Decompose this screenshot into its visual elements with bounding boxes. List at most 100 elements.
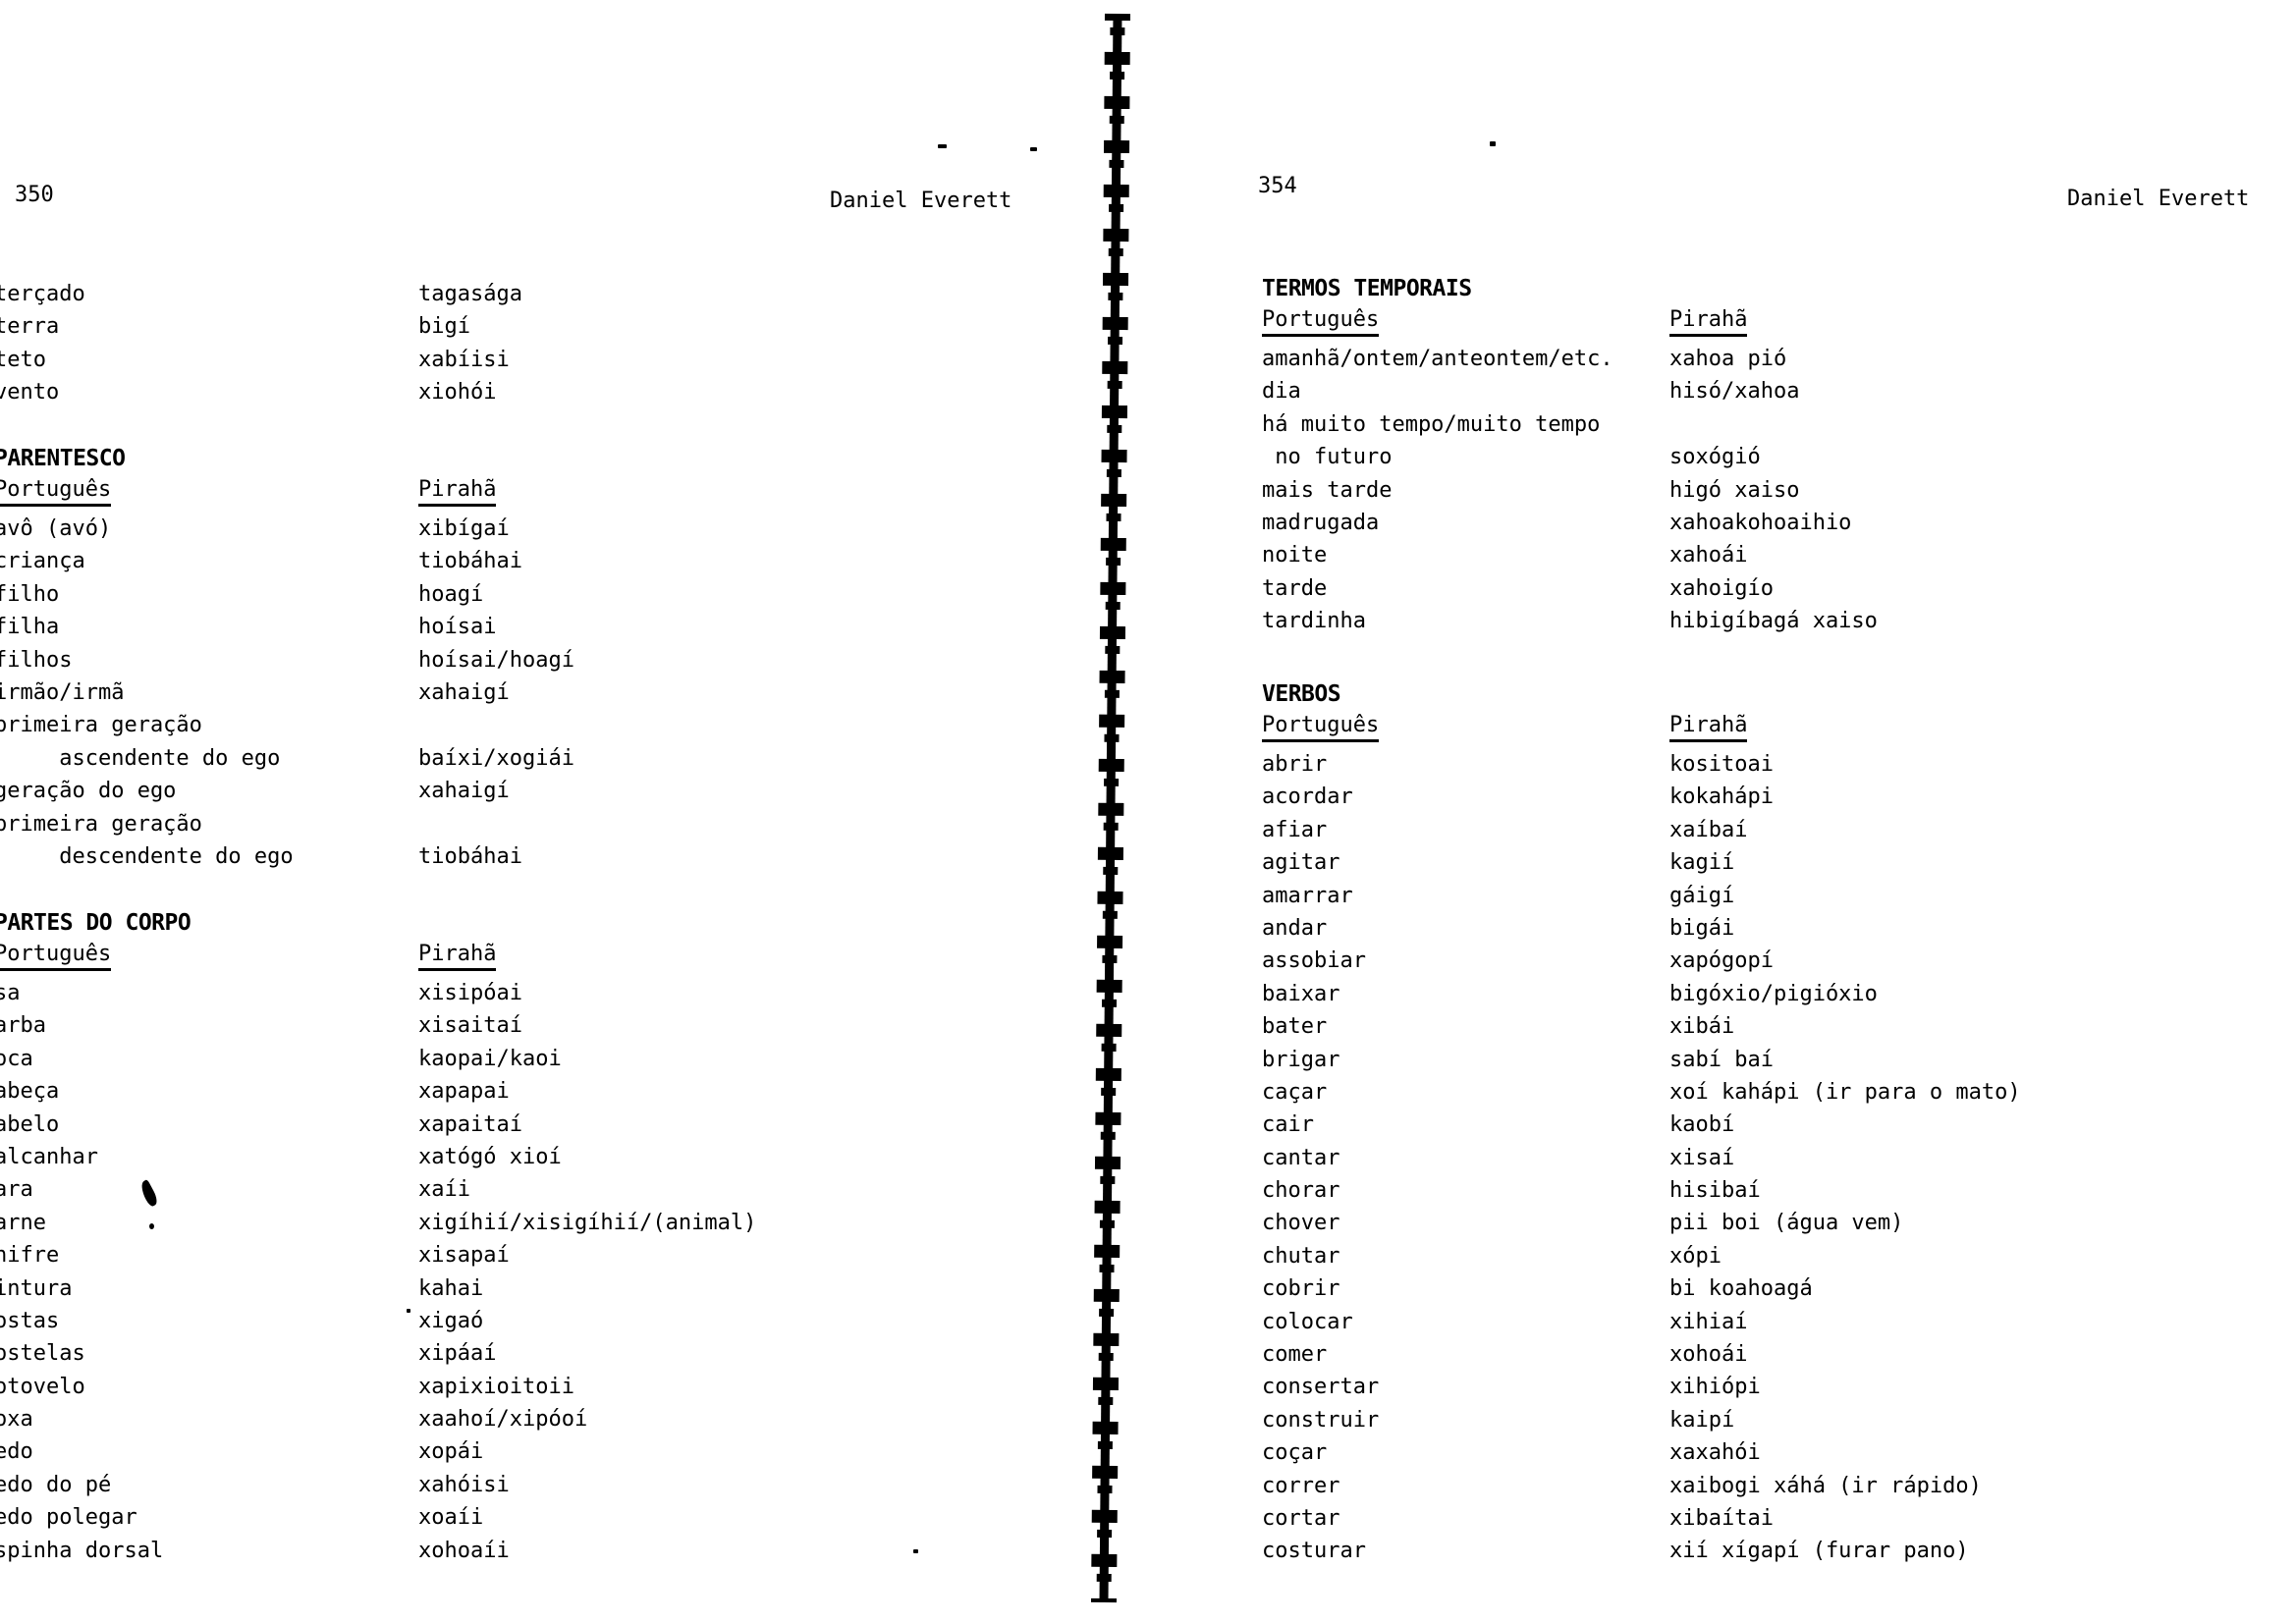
piraha-term: xisapaí xyxy=(418,1243,510,1269)
vocab-row: oxa xaahoí/xipóoí xyxy=(0,1403,1094,1435)
vocab-row: spinha dorsal xohoaíi xyxy=(0,1535,1094,1567)
vocab-row: vento xiohói xyxy=(0,376,1094,408)
col-header-piraha-wrap: Pirahã xyxy=(1669,713,1748,742)
piraha-term: kagií xyxy=(1669,850,1735,876)
piraha-term: xigíhií/xisigíhií/(animal) xyxy=(418,1210,757,1235)
piraha-term: xahaigí xyxy=(418,679,510,705)
vocab-row: abrir kositoai xyxy=(1262,748,2296,781)
vocab-row: terçado tagasága xyxy=(0,278,1094,310)
vocab-row: consertar xihiópi xyxy=(1262,1371,2296,1403)
ink-speck xyxy=(149,1223,154,1229)
vocab-row: baixar bigóxio/pigióxio xyxy=(1262,978,2296,1010)
vocab-row: arne xigíhií/xisigíhií/(animal) xyxy=(0,1207,1094,1239)
piraha-term: xapaitaí xyxy=(418,1111,522,1137)
portuguese-term: comer xyxy=(1262,1342,1328,1368)
piraha-term: xopái xyxy=(418,1439,484,1465)
ink-speck xyxy=(1030,147,1037,151)
portuguese-term: oca xyxy=(0,1046,33,1071)
portuguese-term: agitar xyxy=(1262,850,1340,876)
piraha-term: xapapai xyxy=(418,1079,510,1105)
piraha-term: xihiaí xyxy=(1669,1309,1748,1334)
piraha-term: xahaigí xyxy=(418,779,510,804)
piraha-term: xópi xyxy=(1669,1243,1722,1269)
vocab-row: cortar xibaítai xyxy=(1262,1502,2296,1535)
portuguese-term: filho xyxy=(0,581,60,607)
piraha-term: kositoai xyxy=(1669,752,1774,777)
vocab-row: primeira geração xyxy=(0,808,1094,840)
piraha-term: pii boi (água vem) xyxy=(1669,1211,1904,1236)
col-header-portugues-wrap: Português xyxy=(0,477,112,507)
vocab-row: tardinha hibigíbagá xaiso xyxy=(1262,605,2296,637)
vocab-row: coçar xaxahói xyxy=(1262,1436,2296,1469)
portuguese-term: edo xyxy=(0,1439,33,1465)
vocab-row: primeira geração xyxy=(0,709,1094,741)
portuguese-term: primeira geração xyxy=(0,713,202,738)
col-header-piraha-wrap: Pirahã xyxy=(1669,307,1748,337)
portuguese-term: teto xyxy=(0,347,46,372)
portuguese-term: abeça xyxy=(0,1079,60,1105)
piraha-term: gáigí xyxy=(1669,883,1735,908)
portuguese-term: geração do ego xyxy=(0,779,177,804)
vocab-row: comer xohoái xyxy=(1262,1338,2296,1371)
portuguese-term: edo polegar xyxy=(0,1505,137,1531)
vocab-row: cobrir bi koahoagá xyxy=(1262,1272,2296,1305)
vocab-row: filha hoísai xyxy=(0,611,1094,643)
piraha-term: kokahápi xyxy=(1669,784,1774,810)
portuguese-term: cantar xyxy=(1262,1145,1340,1170)
vocab-row: amanhã/ontem/anteontem/etc. xahoa pió xyxy=(1262,343,2296,375)
vocab-row: acordar kokahápi xyxy=(1262,781,2296,813)
vocab-row: correr xaibogi xáhá (ir rápido) xyxy=(1262,1470,2296,1502)
piraha-term: xohoái xyxy=(1669,1342,1748,1368)
piraha-term: kaobí xyxy=(1669,1112,1735,1138)
vocab-row: ascendente do ego baíxi/xogiái xyxy=(0,742,1094,775)
vocab-row: tarde xahoigío xyxy=(1262,572,2296,605)
vocab-row: sa xisipóai xyxy=(0,977,1094,1009)
portuguese-term: há muito tempo/muito tempo xyxy=(1262,411,1601,437)
vocab-row: alcanhar xatógó xioí xyxy=(0,1141,1094,1173)
piraha-term: higó xaiso xyxy=(1669,477,1800,503)
vocab-row: criança tiobáhai xyxy=(0,545,1094,577)
col-header-portugues-wrap: Português xyxy=(1262,713,1380,742)
portuguese-term: spinha dorsal xyxy=(0,1538,164,1563)
vocab-row: chover pii boi (água vem) xyxy=(1262,1207,2296,1239)
piraha-term: xoí kahápi (ir para o mato) xyxy=(1669,1079,2021,1105)
section-title: VERBOS xyxy=(1262,681,1341,707)
vocab-row: edo xopái xyxy=(0,1435,1094,1468)
portuguese-term: hifre xyxy=(0,1243,60,1269)
piraha-term: xipáaí xyxy=(418,1341,497,1367)
portuguese-term: primeira geração xyxy=(0,811,202,837)
portuguese-term: arne xyxy=(0,1210,46,1235)
portuguese-term: andar xyxy=(1262,915,1328,941)
vocab-row: noite xahoái xyxy=(1262,539,2296,571)
portuguese-term: descendente do ego xyxy=(0,843,294,869)
ink-speck xyxy=(407,1309,410,1313)
portuguese-term: abrir xyxy=(1262,752,1328,777)
piraha-term: xisaí xyxy=(1669,1145,1735,1170)
portuguese-term: chutar xyxy=(1262,1243,1340,1269)
col-header-portugues: Português xyxy=(1262,713,1380,742)
vocab-row: mais tarde higó xaiso xyxy=(1262,474,2296,507)
portuguese-term: filhos xyxy=(0,647,73,673)
vocab-row: abeça xapapai xyxy=(0,1075,1094,1108)
col-header-portugues-wrap: Português xyxy=(1262,307,1380,337)
portuguese-term: arba xyxy=(0,1013,46,1039)
portuguese-term: vento xyxy=(0,380,60,406)
portuguese-term: tardinha xyxy=(1262,609,1366,634)
vocab-row: abelo xapaitaí xyxy=(0,1109,1094,1141)
piraha-term: hoísai/hoagí xyxy=(418,647,574,673)
vocab-row: ostas xigaó xyxy=(0,1305,1094,1337)
portuguese-term: oxa xyxy=(0,1407,33,1433)
section-title: TERMOS TEMPORAIS xyxy=(1262,276,1472,301)
piraha-term: xahóisi xyxy=(418,1472,510,1497)
vocab-row: bater xibái xyxy=(1262,1010,2296,1043)
col-header-piraha: Pirahã xyxy=(418,477,497,507)
col-header-portugues-wrap: Português xyxy=(0,942,112,971)
piraha-term: kahai xyxy=(418,1275,484,1301)
portuguese-term: filha xyxy=(0,615,60,640)
col-header-piraha-wrap: Pirahã xyxy=(418,942,497,971)
vocab-row: construir kaipí xyxy=(1262,1404,2296,1436)
portuguese-term: coçar xyxy=(1262,1440,1328,1466)
vocab-row: terra bigí xyxy=(0,310,1094,343)
vocab-row: há muito tempo/muito tempo xyxy=(1262,408,2296,441)
piraha-term: xibígaí xyxy=(418,516,510,541)
